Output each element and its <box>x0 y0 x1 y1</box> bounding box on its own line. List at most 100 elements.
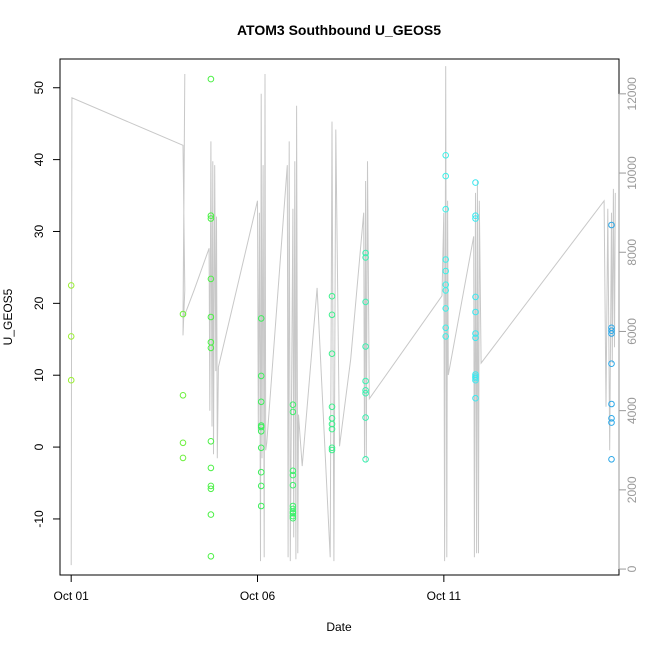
altitude-tick-label: 10000 <box>625 156 639 190</box>
data-point <box>442 152 450 159</box>
data-point <box>328 444 336 452</box>
data-point <box>67 282 75 289</box>
data-point <box>608 327 615 335</box>
data-point <box>289 408 297 416</box>
altitude-tick-label: 4000 <box>625 397 639 424</box>
x-axis: Oct 01 Oct 06 Oct 11 <box>54 574 462 603</box>
data-point <box>608 360 615 368</box>
y-tick-label: 0 <box>32 443 46 450</box>
data-point <box>472 394 479 402</box>
data-point <box>207 511 215 518</box>
data-point <box>67 333 75 340</box>
data-point <box>362 377 369 385</box>
data-point <box>608 221 615 229</box>
data-point <box>472 374 479 382</box>
data-point <box>328 311 336 319</box>
data-point <box>328 425 336 433</box>
data-point <box>328 403 336 411</box>
y-tick-label: 50 <box>32 81 46 95</box>
altitude-tick-label: 8000 <box>625 239 639 266</box>
data-point <box>289 401 297 409</box>
data-point <box>257 372 265 380</box>
data-point <box>289 505 297 513</box>
altitude-tick-label: 0 <box>625 565 639 572</box>
data-point <box>179 310 187 318</box>
data-point <box>442 287 450 294</box>
data-point <box>362 254 369 261</box>
data-point <box>472 330 479 337</box>
data-point <box>608 400 615 408</box>
y-tick-label: 20 <box>32 296 46 310</box>
data-point <box>472 308 479 316</box>
data-point <box>472 212 479 219</box>
data-point <box>472 376 479 384</box>
data-point <box>362 298 369 306</box>
data-points-layer <box>67 75 615 560</box>
data-point <box>257 502 265 510</box>
data-point <box>207 275 215 283</box>
data-point <box>328 420 336 428</box>
data-point <box>257 444 265 452</box>
data-point <box>362 387 369 394</box>
y-tick-label: 10 <box>32 368 46 382</box>
data-point <box>442 256 450 263</box>
data-point <box>207 313 215 321</box>
data-point <box>179 454 187 462</box>
x-tick-label: Oct 11 <box>427 589 462 603</box>
altitude-tick-label: 2000 <box>625 476 639 503</box>
data-point <box>442 172 450 180</box>
data-point <box>257 423 265 431</box>
data-point <box>289 481 297 489</box>
data-point <box>207 212 215 219</box>
data-point <box>362 456 369 463</box>
altitude-tick-label: 6000 <box>625 318 639 345</box>
data-point <box>67 376 75 384</box>
altitude-tick-label: 12000 <box>625 77 639 111</box>
data-point <box>289 509 297 517</box>
data-point <box>608 456 615 463</box>
data-point <box>362 414 369 421</box>
data-point <box>608 415 615 422</box>
data-point <box>328 446 336 454</box>
x-tick-label: Oct 06 <box>240 589 276 603</box>
x-axis-label: Date <box>326 620 352 634</box>
data-point <box>207 438 215 445</box>
data-point <box>207 464 215 472</box>
x-tick-label: Oct 01 <box>54 589 90 603</box>
data-point <box>289 512 297 520</box>
data-point <box>608 419 615 426</box>
y-tick-label: 40 <box>32 153 46 167</box>
data-point <box>257 482 265 490</box>
data-point <box>289 514 297 522</box>
data-point <box>608 330 615 337</box>
data-point <box>179 392 187 399</box>
data-point <box>257 398 265 406</box>
data-point <box>362 249 369 257</box>
data-point <box>362 343 369 350</box>
data-point <box>289 467 297 475</box>
altitude-track-layer <box>70 66 616 566</box>
y-axis-label: U_GEOS5 <box>1 288 15 345</box>
data-point <box>289 471 297 479</box>
data-point <box>442 324 450 332</box>
data-point <box>442 333 450 340</box>
data-point <box>207 485 215 493</box>
y-tick-label: -10 <box>32 510 46 528</box>
data-point <box>442 305 450 312</box>
data-point <box>207 482 215 490</box>
data-point <box>472 179 479 186</box>
data-point <box>207 553 215 560</box>
data-point <box>442 267 450 275</box>
data-point <box>257 428 265 435</box>
data-point <box>442 205 450 213</box>
data-point <box>472 215 479 222</box>
data-point <box>472 334 479 342</box>
data-point <box>207 215 215 222</box>
data-point <box>257 315 265 322</box>
altitude-axis: 0 2000 4000 6000 8000 10000 12000 <box>618 77 639 572</box>
data-point <box>328 292 336 300</box>
data-point <box>257 468 265 476</box>
data-point <box>179 439 187 447</box>
